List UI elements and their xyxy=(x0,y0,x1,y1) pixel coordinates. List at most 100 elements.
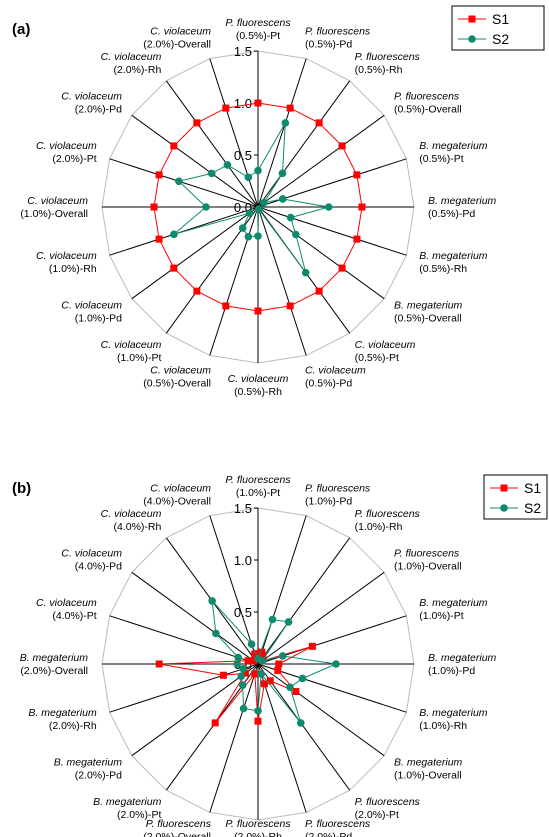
category-label: P. fluorescens(0.5%)-Pd xyxy=(305,26,371,51)
category-name: P. fluorescens xyxy=(225,17,291,29)
category-label: B. megaterium(2.0%)-Overall xyxy=(20,652,89,677)
category-sub: (0.5%)-Pt xyxy=(355,352,399,364)
category-label: C. violaceum(2.0%)-Pt xyxy=(36,140,97,165)
category-label: B. megaterium(1.0%)-Overall xyxy=(394,757,463,782)
category-name: C. violaceum xyxy=(36,597,97,609)
data-point-s2 xyxy=(278,652,287,660)
category-name: C. violaceum xyxy=(61,547,122,559)
data-point-s1 xyxy=(251,650,259,658)
data-point-s2 xyxy=(244,232,253,241)
category-name: B. megaterium xyxy=(419,250,488,262)
category-name: C. violaceum xyxy=(101,51,162,63)
data-point-s2 xyxy=(298,674,307,683)
data-point-s2 xyxy=(257,670,266,678)
category-name: C. violaceum xyxy=(36,250,97,262)
category-label: C. violaceum(4.0%)-Overall xyxy=(143,483,211,508)
category-name: B. megaterium xyxy=(93,796,162,808)
data-point-s1 xyxy=(222,302,230,310)
spoke xyxy=(257,663,351,791)
category-name: C. violaceum xyxy=(228,373,289,385)
category-name: C. violaceum xyxy=(101,339,162,351)
category-label: B. megaterium(2.0%)-Rh xyxy=(28,707,97,732)
category-name: B. megaterium xyxy=(54,757,123,769)
data-point-s1 xyxy=(338,142,346,150)
data-point-s2 xyxy=(238,681,247,689)
category-sub: (0.5%)-Pd xyxy=(428,208,475,220)
data-point-s2 xyxy=(254,707,262,715)
data-point-s2 xyxy=(245,209,254,217)
category-name: B. megaterium xyxy=(428,652,497,664)
category-sub: (4.0%)-Overall xyxy=(143,496,211,508)
legend-label: S1 xyxy=(492,11,509,27)
data-point-s1 xyxy=(193,119,201,127)
category-sub: (1.0%)-Rh xyxy=(355,521,403,533)
radial-tick-label: 0.5 xyxy=(234,605,252,620)
spoke xyxy=(109,615,259,665)
category-label: B. megaterium(1.0%)-Pd xyxy=(428,652,497,677)
category-label: C. violaceum(1.0%)-Overall xyxy=(20,195,88,220)
category-sub: (2.0%)-Rh xyxy=(234,831,282,837)
category-sub: (4.0%)-Pt xyxy=(52,610,96,622)
data-point-s1 xyxy=(222,104,230,112)
spoke xyxy=(257,571,385,665)
legend-marker xyxy=(468,35,476,43)
category-sub: (2.0%)-Overall xyxy=(143,831,211,837)
spoke xyxy=(257,58,307,208)
data-point-s2 xyxy=(238,224,247,232)
category-sub: (0.5%)-Rh xyxy=(419,263,467,275)
category-sub: (0.5%)-Overall xyxy=(394,313,462,325)
category-sub: (2.0%)-Rh xyxy=(114,64,162,76)
data-point-s2 xyxy=(332,660,340,668)
spoke xyxy=(131,663,259,757)
category-label: C. violaceum(1.0%)-Pt xyxy=(101,339,162,364)
category-name: B. megaterium xyxy=(28,707,97,719)
category-sub: (0.5%)-Rh xyxy=(234,386,282,398)
data-point-s1 xyxy=(315,287,323,295)
data-point-s2 xyxy=(254,232,262,240)
spoke xyxy=(257,206,407,256)
category-name: P. fluorescens xyxy=(305,26,371,38)
spoke xyxy=(257,80,351,208)
data-point-s1 xyxy=(155,171,163,179)
spoke xyxy=(257,663,307,813)
category-sub: (1.0%)-Pt xyxy=(117,352,161,364)
data-point-s1 xyxy=(274,666,282,674)
category-name: C. violaceum xyxy=(27,195,88,207)
data-point-s2 xyxy=(208,597,216,605)
category-label: C. violaceum(4.0%)-Pd xyxy=(61,547,122,572)
data-point-s1 xyxy=(211,719,219,727)
category-label: C. violaceum(2.0%)-Rh xyxy=(101,51,162,76)
data-point-s1 xyxy=(258,648,266,656)
category-sub: (1.0%)-Pd xyxy=(75,313,122,325)
category-label: C. violaceum(4.0%)-Pt xyxy=(36,597,97,622)
category-sub: (1.0%)-Pt xyxy=(236,487,280,499)
category-name: B. megaterium xyxy=(394,300,463,312)
data-point-s2 xyxy=(202,203,210,211)
category-name: C. violaceum xyxy=(150,483,211,495)
spoke xyxy=(257,515,307,665)
category-sub: (0.5%)-Pd xyxy=(305,377,352,389)
category-name: C. violaceum xyxy=(305,364,366,376)
category-name: B. megaterium xyxy=(394,757,463,769)
data-point-s2 xyxy=(170,230,178,239)
category-name: P. fluorescens xyxy=(355,508,421,520)
data-point-s1 xyxy=(286,104,294,112)
data-point-s1 xyxy=(219,671,227,679)
spoke xyxy=(165,80,259,208)
category-sub: (4.0%)-Pd xyxy=(75,560,122,572)
data-point-s2 xyxy=(244,173,253,182)
category-label: C. violaceum(2.0%)-Overall xyxy=(143,26,211,51)
radial-tick-label: 1.0 xyxy=(234,553,252,568)
category-label: P. fluorescens(2.0%)-Overall xyxy=(143,818,211,837)
category-name: B. megaterium xyxy=(20,652,89,664)
data-point-s2 xyxy=(286,683,294,692)
category-label: B. megaterium(1.0%)-Rh xyxy=(419,707,488,732)
data-point-s1 xyxy=(155,235,163,243)
radial-tick-label: 1.0 xyxy=(234,96,252,111)
legend-marker xyxy=(468,15,476,23)
category-label: B. megaterium(0.5%)-Pt xyxy=(419,140,488,165)
category-sub: (1.0%)-Overall xyxy=(394,560,462,572)
spoke xyxy=(257,663,385,757)
category-sub: (0.5%)-Overall xyxy=(143,377,211,389)
